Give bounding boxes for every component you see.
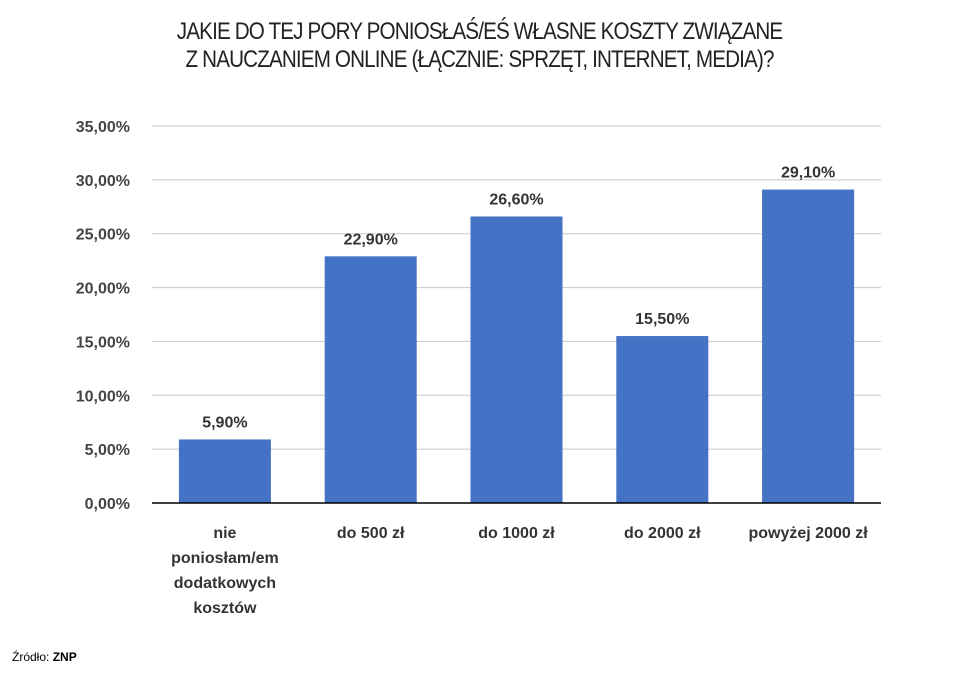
- bar: [762, 189, 855, 503]
- bar: [324, 256, 417, 503]
- y-tick-label: 35,00%: [76, 119, 130, 136]
- y-axis-ticks: 0,00% 5,00% 10,00% 15,00% 20,00% 25,00% 30,00%…: [76, 119, 130, 513]
- data-label: 29,10%: [781, 165, 835, 182]
- bars: [178, 189, 855, 504]
- x-axis-ticks: nie poniosłam/em dodatkowych kosztów do 500 …: [171, 525, 868, 617]
- y-tick-label: 10,00%: [76, 388, 130, 405]
- data-label: 26,60%: [489, 191, 543, 208]
- y-tick-label: 25,00%: [76, 227, 130, 244]
- source-value: ZNP: [52, 650, 77, 664]
- bar: [178, 439, 271, 503]
- y-tick-label: 20,00%: [76, 281, 130, 298]
- y-tick-label: 5,00%: [85, 442, 130, 459]
- y-tick-label: 15,00%: [76, 334, 130, 351]
- data-label: 15,50%: [635, 311, 689, 328]
- data-labels: 5,90% 22,90% 26,60% 15,50% 29,10%: [202, 165, 835, 432]
- x-tick-label: do 500 zł: [337, 525, 405, 542]
- chart-title-line-1: JAKIE DO TEJ PORY PONIOSŁAŚ/EŚ WŁASNE KO…: [176, 18, 783, 45]
- x-tick-label: do 2000 zł: [624, 525, 701, 542]
- x-tick-label: do 1000 zł: [478, 525, 555, 542]
- x-tick-label: nie poniosłam/em dodatkowych kosztów: [171, 525, 279, 617]
- data-label: 22,90%: [344, 231, 398, 248]
- chart-title: JAKIE DO TEJ PORY PONIOSŁAŚ/EŚ WŁASNE KO…: [67, 18, 892, 74]
- source-note: Źródło: ZNP: [12, 650, 77, 664]
- data-label: 5,90%: [202, 414, 247, 431]
- y-tick-label: 0,00%: [85, 496, 130, 513]
- bar: [470, 216, 563, 504]
- bar: [616, 336, 709, 503]
- y-tick-label: 30,00%: [76, 173, 130, 190]
- chart-title-line-2: Z NAUCZANIEM ONLINE (ŁĄCZNIE: SPRZĘT, IN…: [185, 46, 775, 73]
- x-tick-label: powyżej 2000 zł: [749, 525, 869, 542]
- source-label: Źródło:: [12, 650, 50, 664]
